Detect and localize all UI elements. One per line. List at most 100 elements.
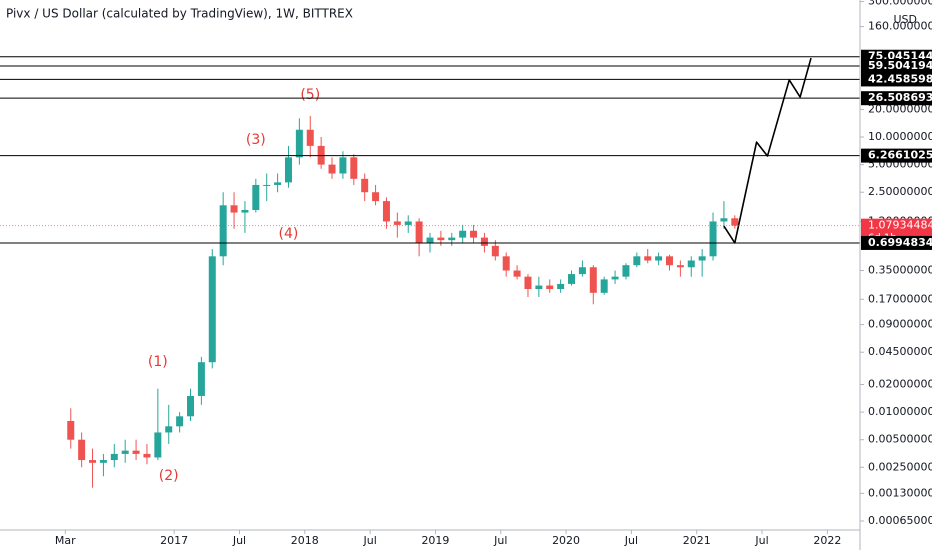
level-box	[861, 58, 932, 73]
y-tick-label: 0.00250000	[868, 460, 932, 473]
y-tick-label: 2.50000000	[868, 185, 932, 198]
candle-body	[535, 285, 543, 290]
candle-body	[470, 230, 478, 238]
wave-label: (2)	[159, 468, 179, 484]
candle-body	[611, 276, 619, 280]
y-tick-label: 0.04500000	[868, 345, 932, 358]
candle-body	[448, 237, 456, 241]
x-tick-label: 2021	[683, 534, 711, 547]
y-tick-label: 0.01000000	[868, 405, 932, 418]
x-tick-label: 2018	[291, 534, 319, 547]
candle-body	[241, 209, 249, 213]
candle-body	[67, 420, 75, 440]
x-tick-label: Mar	[55, 534, 76, 547]
candle-body	[404, 221, 412, 225]
candle-body	[89, 460, 97, 463]
y-tick-label: 0.00500000	[868, 433, 932, 446]
candle-body	[546, 285, 554, 290]
candle-body	[459, 230, 467, 238]
y-tick-label: 0.02000000	[868, 378, 932, 391]
candle-body	[709, 221, 717, 257]
candle-body	[132, 450, 140, 454]
candle-body	[676, 265, 684, 268]
candle-body	[665, 256, 673, 266]
candle-body	[415, 221, 423, 243]
level-box	[861, 235, 932, 250]
candle-body	[350, 157, 358, 179]
y-tick-label: 10.00000000	[868, 130, 932, 143]
candle-body	[328, 164, 336, 174]
candle-body	[426, 237, 434, 243]
candle-body	[568, 274, 576, 284]
candle-body	[557, 283, 565, 290]
candle-body	[589, 267, 597, 293]
wave-label: (3)	[246, 132, 266, 148]
plot-area: (1) (2) (3) (4) (5)	[0, 56, 860, 488]
x-tick-label: Jul	[624, 534, 638, 547]
price-label: 1.07934484	[868, 219, 932, 232]
level-box	[861, 91, 932, 106]
level-box	[861, 148, 932, 163]
wave-label: (1)	[148, 354, 168, 370]
candle-body	[252, 184, 260, 210]
candle-body	[513, 270, 521, 277]
chart-title: Pivx / US Dollar (calculated by TradingV…	[6, 7, 353, 21]
x-tick-label: 2017	[160, 534, 188, 547]
candle-body	[622, 265, 630, 277]
candle-body	[306, 129, 314, 146]
y-tick-label: 0.00130000	[868, 486, 932, 499]
candle-body	[143, 453, 151, 458]
candle-body	[230, 205, 238, 213]
y-tick-label: 20.00000000	[868, 102, 932, 115]
level-label: 0.69948342	[868, 236, 932, 249]
x-tick-label: Jul	[493, 534, 507, 547]
candle-body	[121, 450, 129, 454]
x-tick-label: Jul	[754, 534, 768, 547]
x-tick-label: Jul	[362, 534, 376, 547]
candle-body	[154, 432, 162, 458]
candle-body	[197, 362, 205, 396]
candle-body	[687, 260, 695, 268]
y-unit: USD	[893, 13, 917, 26]
candle-body	[361, 178, 369, 193]
candle-body	[176, 416, 184, 427]
candle-body	[731, 218, 739, 226]
candle-body	[578, 267, 586, 275]
x-tick-label: 2022	[813, 534, 841, 547]
x-tick-label: 2019	[421, 534, 449, 547]
y-tick-label: 0.09000000	[868, 318, 932, 331]
level-label: 26.50869317	[868, 91, 932, 104]
level-box	[861, 72, 932, 87]
y-tick-label: 300.00000000	[868, 0, 932, 8]
candle-body	[720, 218, 728, 222]
candle-body	[600, 279, 608, 293]
candle-body	[219, 205, 227, 257]
level-label: 59.50419406	[868, 59, 932, 72]
candle-body	[655, 256, 663, 261]
candle-body	[437, 237, 445, 241]
candle-body	[644, 256, 652, 261]
y-tick-label: 0.00065000	[868, 514, 932, 527]
y-tick-label: 160.00000000	[868, 20, 932, 33]
y-tick-label: 0.35000000	[868, 264, 932, 277]
x-tick-label: Jul	[232, 534, 246, 547]
candle-body	[524, 276, 532, 290]
candle-body	[480, 237, 488, 246]
candle-body	[110, 453, 118, 461]
x-tick-label: 2020	[552, 534, 580, 547]
y-tick-label: 0.17000000	[868, 292, 932, 305]
candle-body	[382, 201, 390, 222]
candle-body	[187, 395, 195, 417]
wave-label: (4)	[279, 226, 299, 242]
candle-body	[698, 256, 706, 261]
candle-body	[491, 245, 499, 257]
candle-body	[78, 439, 86, 461]
candle-body	[393, 221, 401, 225]
wave-label: (5)	[300, 87, 320, 103]
candle-body	[263, 184, 271, 186]
candle-body	[99, 460, 107, 463]
candle-body	[284, 157, 292, 183]
